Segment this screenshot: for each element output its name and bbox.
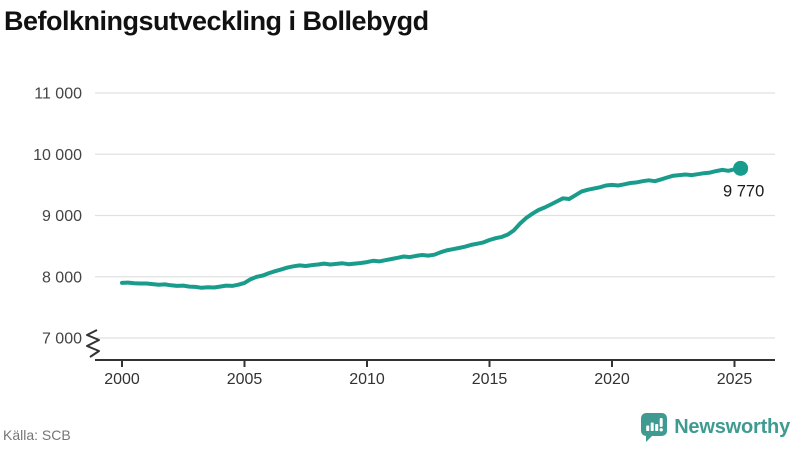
y-tick-label: 7 000	[42, 331, 82, 348]
x-tick-label: 2000	[104, 371, 140, 388]
axis-break-icon	[86, 329, 100, 358]
chart-title: Befolkningsutveckling i Bollebygd	[4, 6, 429, 36]
source-label: Källa: SCB	[3, 427, 71, 443]
y-tick-label: 9 000	[42, 208, 82, 225]
newsworthy-logo: Newsworthy	[641, 413, 790, 442]
latest-value-dot	[733, 160, 749, 176]
x-tick-label: 2015	[472, 371, 508, 388]
x-tick-label: 2025	[717, 371, 753, 388]
x-tick-label: 2005	[227, 371, 263, 388]
y-tick-label: 10 000	[33, 147, 82, 164]
latest-value-label: 9 770	[723, 182, 764, 200]
newsworthy-bars-icon	[641, 413, 668, 442]
brand-name: Newsworthy	[674, 416, 790, 438]
y-tick-label: 8 000	[42, 269, 82, 286]
x-tick-label: 2020	[594, 371, 630, 388]
y-tick-label: 11 000	[34, 86, 82, 103]
x-tick-label: 2010	[349, 371, 385, 388]
population-line	[120, 166, 743, 290]
population-line-chart: 7 000 8 000 9 000 10 000 11 000 2000 2005 2010 2…	[33, 86, 775, 388]
